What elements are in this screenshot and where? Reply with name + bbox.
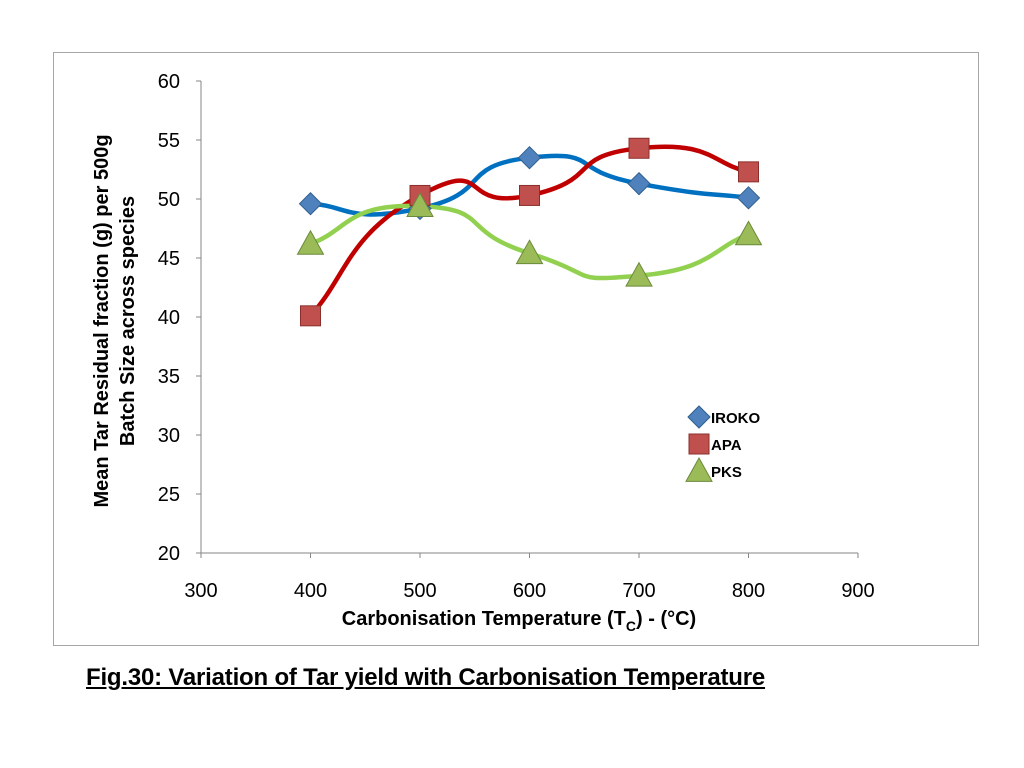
x-tick-label: 800: [732, 580, 765, 602]
y-axis-title-line2: Batch Size across species: [117, 196, 139, 446]
data-point-pks: [515, 239, 544, 265]
x-tick-label: 300: [184, 580, 217, 602]
legend-label-pks: PKS: [711, 464, 742, 481]
legend-label-apa: APA: [711, 437, 742, 454]
legend: IROKO APA PKS: [685, 405, 761, 482]
series-markers: [296, 137, 763, 327]
y-tick-label: 20: [158, 543, 180, 565]
data-point-apa: [519, 184, 540, 206]
data-point-iroko: [298, 192, 323, 216]
x-tick-label: 500: [403, 580, 436, 602]
x-tick-label: 400: [294, 580, 327, 602]
data-point-apa: [738, 161, 759, 183]
x-tick-label: 600: [513, 580, 546, 602]
chart-svg: 20 25 30 35 40 45 50 55 60 300 400 500 600 700 800 900…: [91, 71, 875, 634]
y-tick-label: 25: [158, 484, 180, 506]
y-ticks: 20 25 30 35 40 45 50 55 60: [158, 71, 201, 565]
legend-marker-apa: [688, 433, 710, 455]
y-tick-label: 45: [158, 248, 180, 270]
y-tick-label: 60: [158, 71, 180, 93]
data-point-pks: [625, 261, 653, 287]
y-tick-label: 55: [158, 130, 180, 152]
series-line-apa: [308, 144, 751, 319]
data-point-iroko: [517, 145, 542, 170]
y-axis-title-line1: Mean Tar Residual fraction (g) per 500g: [91, 134, 113, 507]
data-point-pks: [406, 192, 434, 217]
legend-label-iroko: IROKO: [711, 410, 761, 427]
data-point-pks: [734, 220, 763, 246]
x-ticks: 300 400 500 600 700 800 900: [184, 553, 875, 602]
data-point-iroko: [627, 171, 651, 196]
x-tick-label: 700: [622, 580, 655, 602]
data-point-pks: [296, 229, 325, 255]
x-axis-title-sub: C: [626, 618, 636, 634]
y-tick-label: 30: [158, 425, 180, 447]
series-lines: [308, 144, 751, 319]
figure-caption: Fig.30: Variation of Tar yield with Carb…: [86, 664, 766, 691]
data-point-apa: [628, 137, 650, 159]
x-axis-title: Carbonisation Temperature (TC) - (°C): [342, 608, 696, 634]
y-tick-label: 35: [158, 366, 180, 388]
legend-marker-pks: [685, 456, 713, 482]
x-tick-label: 900: [841, 580, 874, 602]
y-tick-label: 50: [158, 189, 180, 211]
data-point-iroko: [736, 186, 761, 210]
legend-marker-iroko: [687, 405, 711, 429]
x-axis-title-tail: ) - (°C): [636, 608, 696, 630]
chart-frame: 20 25 30 35 40 45 50 55 60 300 400 500 600 700 800 900…: [53, 52, 979, 646]
y-tick-label: 40: [158, 307, 180, 329]
data-point-apa: [300, 305, 321, 327]
x-axis-title-main: Carbonisation Temperature (T: [342, 608, 626, 630]
